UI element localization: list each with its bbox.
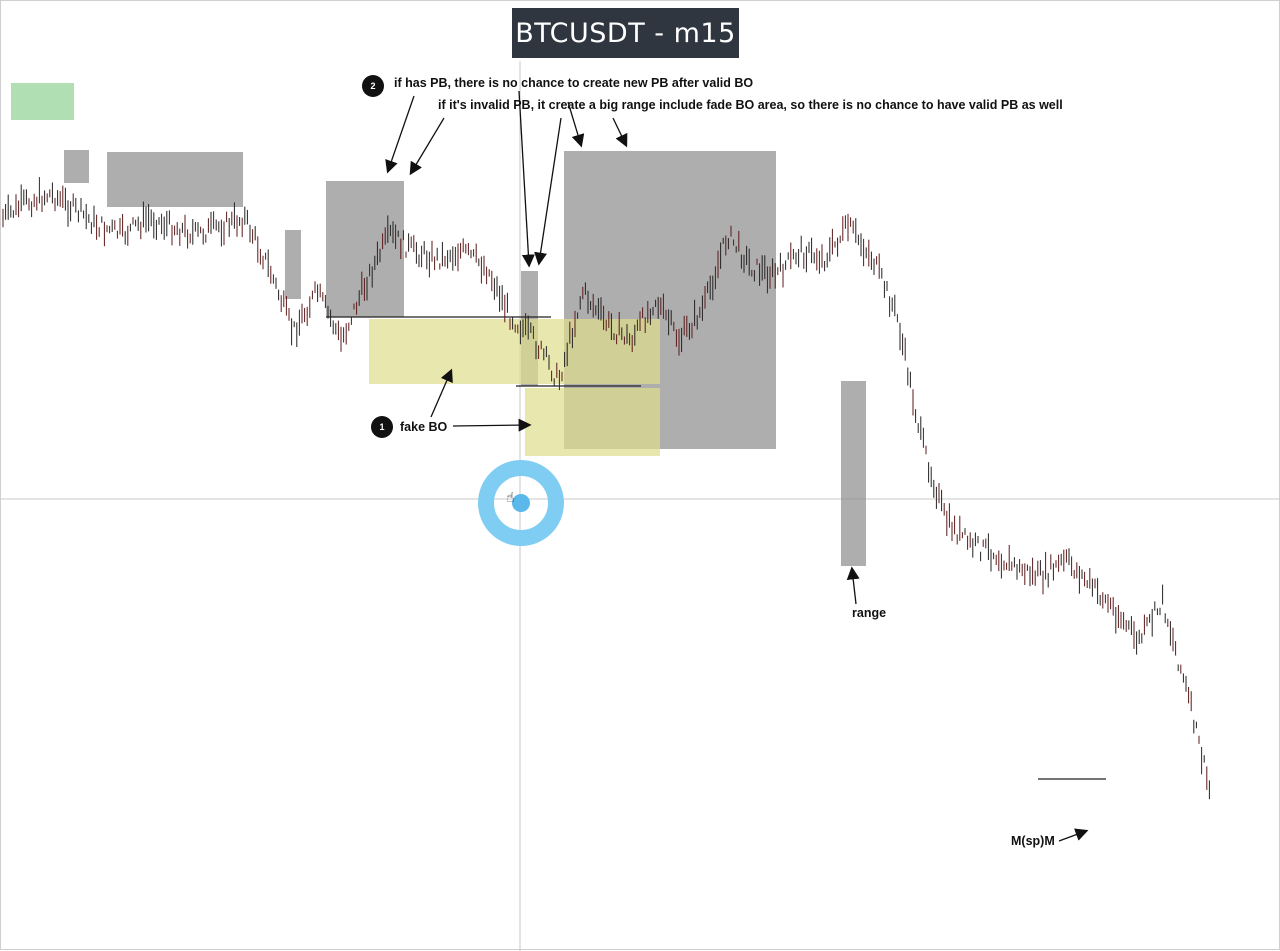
arrow-2b-to-small-box bbox=[534, 117, 562, 266]
arrow-2b-to-pb bbox=[409, 117, 445, 176]
arrow-2-to-small-box bbox=[518, 90, 535, 268]
range-box-3 bbox=[285, 230, 301, 299]
supply-box-green bbox=[11, 83, 74, 120]
range-box-1 bbox=[64, 150, 89, 183]
range-box-4 bbox=[326, 181, 404, 317]
fake-bo-zone-upper bbox=[369, 319, 660, 384]
annotation-msm-label: M(sp)M bbox=[1011, 834, 1055, 848]
arrow-2c-to-big-box bbox=[612, 117, 628, 148]
arrow-fake-bo-lower bbox=[452, 418, 532, 432]
annotation-2-line1: if has PB, there is no chance to create … bbox=[394, 76, 754, 90]
annotation-fake-bo-label: fake BO bbox=[400, 420, 448, 434]
arrow-2-to-pb bbox=[385, 95, 415, 174]
fake-bo-zone-lower bbox=[525, 388, 660, 456]
chart-title-badge: BTCUSDT - m15 bbox=[512, 8, 739, 58]
arrow-fake-bo-upper bbox=[430, 368, 453, 418]
range-box-range bbox=[841, 381, 866, 566]
arrow-2b-to-big-box bbox=[567, 101, 585, 148]
annotation-2-badge: 2 bbox=[362, 75, 384, 97]
arrow-range bbox=[846, 566, 860, 605]
annotation-range-label: range bbox=[852, 606, 887, 620]
arrow-msm bbox=[1058, 828, 1089, 842]
candles bbox=[2, 177, 1210, 800]
annotation-2-line2: if it's invalid PB, it create a big rang… bbox=[438, 98, 1063, 112]
cursor-highlight-dot bbox=[512, 494, 530, 512]
annotation-1-badge: 1 bbox=[371, 416, 393, 438]
hand-pointer-icon: ☝ bbox=[506, 490, 515, 506]
range-box-2 bbox=[107, 152, 243, 207]
